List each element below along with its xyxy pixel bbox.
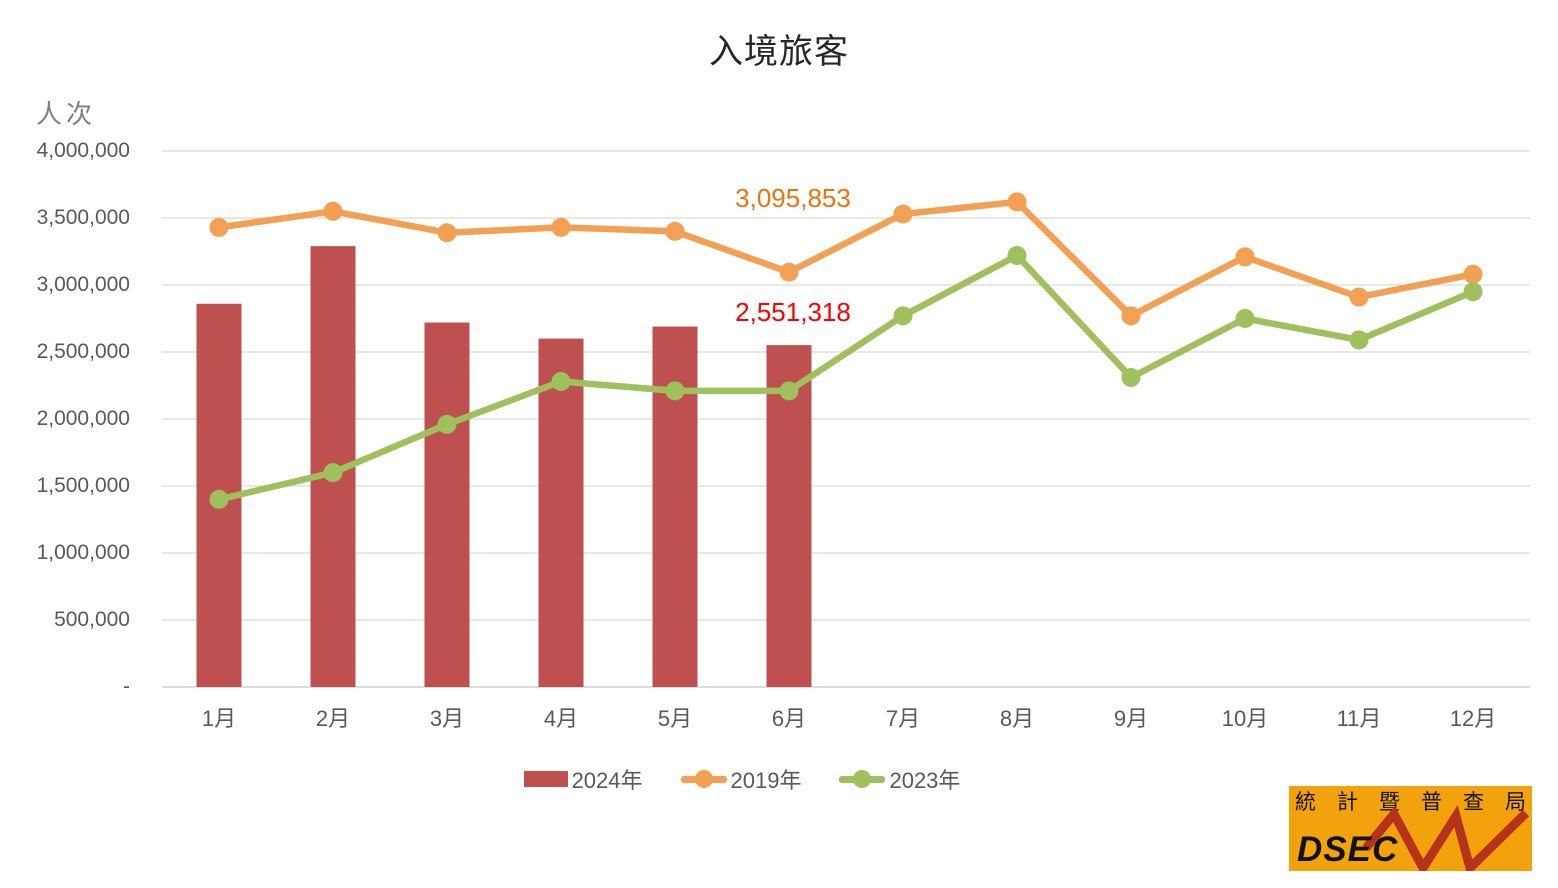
y-axis-tick-label: 4,000,000 (36, 139, 130, 162)
marker-2023年-5月 (665, 381, 685, 401)
marker-2019年-3月 (437, 223, 457, 243)
x-axis-tick-label: 2月 (315, 706, 351, 731)
marker-2023年-1月 (209, 489, 229, 509)
line-2019年 (215, 198, 1477, 320)
marker-2023年-10月 (1235, 309, 1255, 328)
marker-2019年-1月 (209, 217, 229, 237)
legend-label-2024: 2024年 (571, 768, 643, 793)
logo-acronym: DSEC (1297, 830, 1398, 869)
legend-item-2023: 2023年 (839, 763, 960, 795)
logo-background (1289, 786, 1532, 871)
logo-zigzag-arrow-icon (1362, 804, 1530, 871)
bar-2024年-4月 (538, 338, 584, 687)
legend-label-2023: 2023年 (889, 768, 961, 793)
marker-2019年-2月 (323, 201, 343, 221)
marker-2023年-2月 (323, 463, 343, 483)
data-label: 3,095,853 (735, 183, 851, 214)
y-axis-tick-label: 3,500,000 (36, 206, 130, 229)
marker-2019年-7月 (893, 204, 913, 224)
marker-2023年-4月 (551, 371, 571, 391)
x-axis-tick-label: 11月 (1336, 706, 1382, 731)
y-axis-unit-label: 人次 (36, 99, 97, 129)
x-axis-tick-label: 9月 (1113, 706, 1149, 731)
x-axis-tick-label: 8月 (999, 706, 1035, 731)
legend-bar-swatch-icon (523, 771, 568, 787)
plot-area (162, 150, 1530, 688)
marker-2023年-12月 (1463, 282, 1483, 302)
legend-line-marker-icon (839, 770, 886, 788)
marker-2023年-7月 (893, 306, 913, 326)
marker-2019年-5月 (665, 221, 685, 241)
y-axis-tick-label: 3,000,000 (36, 273, 130, 296)
legend-item-2019: 2019年 (680, 763, 802, 795)
marker-2019年-4月 (551, 217, 571, 237)
x-axis-tick-label: 5月 (657, 706, 693, 731)
legend-line-marker-icon (680, 770, 727, 788)
legend-item-2024: 2024年 (523, 763, 643, 795)
chart-title: 入境旅客 (709, 33, 849, 71)
y-axis-tick-label: 2,500,000 (36, 340, 130, 363)
x-axis-tick-label: 7月 (885, 706, 921, 731)
data-label: 2,551,318 (735, 297, 851, 328)
y-axis-tick-label: - (123, 675, 130, 698)
marker-2019年-8月 (1007, 192, 1027, 212)
legend-label-2019: 2019年 (730, 768, 802, 793)
bar-2024年-5月 (652, 326, 698, 687)
marker-2023年-6月 (779, 381, 799, 401)
marker-2019年-11月 (1349, 287, 1369, 307)
x-axis-tick-label: 1月 (201, 706, 237, 731)
marker-2019年-9月 (1121, 306, 1141, 326)
bar-2024年-3月 (424, 322, 470, 687)
marker-2019年-10月 (1235, 247, 1255, 267)
x-axis-tick-label: 6月 (771, 706, 807, 731)
marker-2019年-12月 (1463, 264, 1483, 284)
legend: 2024年 2019年 2023年 (0, 763, 1521, 795)
bar-2024年-6月 (766, 345, 812, 687)
x-axis-tick-label: 10月 (1221, 706, 1269, 731)
y-axis-tick-label: 2,000,000 (36, 407, 130, 430)
line-2023年 (215, 252, 1477, 503)
marker-2019年-6月 (779, 262, 799, 282)
x-axis-tick-label: 4月 (543, 706, 579, 731)
x-axis-tick-label: 3月 (429, 706, 465, 731)
marker-2023年-3月 (437, 414, 457, 434)
y-axis-tick-label: 1,000,000 (36, 541, 130, 564)
y-axis-tick-label: 500,000 (54, 608, 130, 631)
marker-2023年-11月 (1349, 330, 1369, 350)
dsec-logo: 統計暨普查局 DSEC (1289, 786, 1532, 871)
marker-2023年-8月 (1007, 246, 1027, 266)
marker-2023年-9月 (1121, 367, 1141, 387)
x-axis-tick-label: 12月 (1449, 706, 1497, 731)
y-axis-tick-label: 1,500,000 (36, 474, 130, 497)
